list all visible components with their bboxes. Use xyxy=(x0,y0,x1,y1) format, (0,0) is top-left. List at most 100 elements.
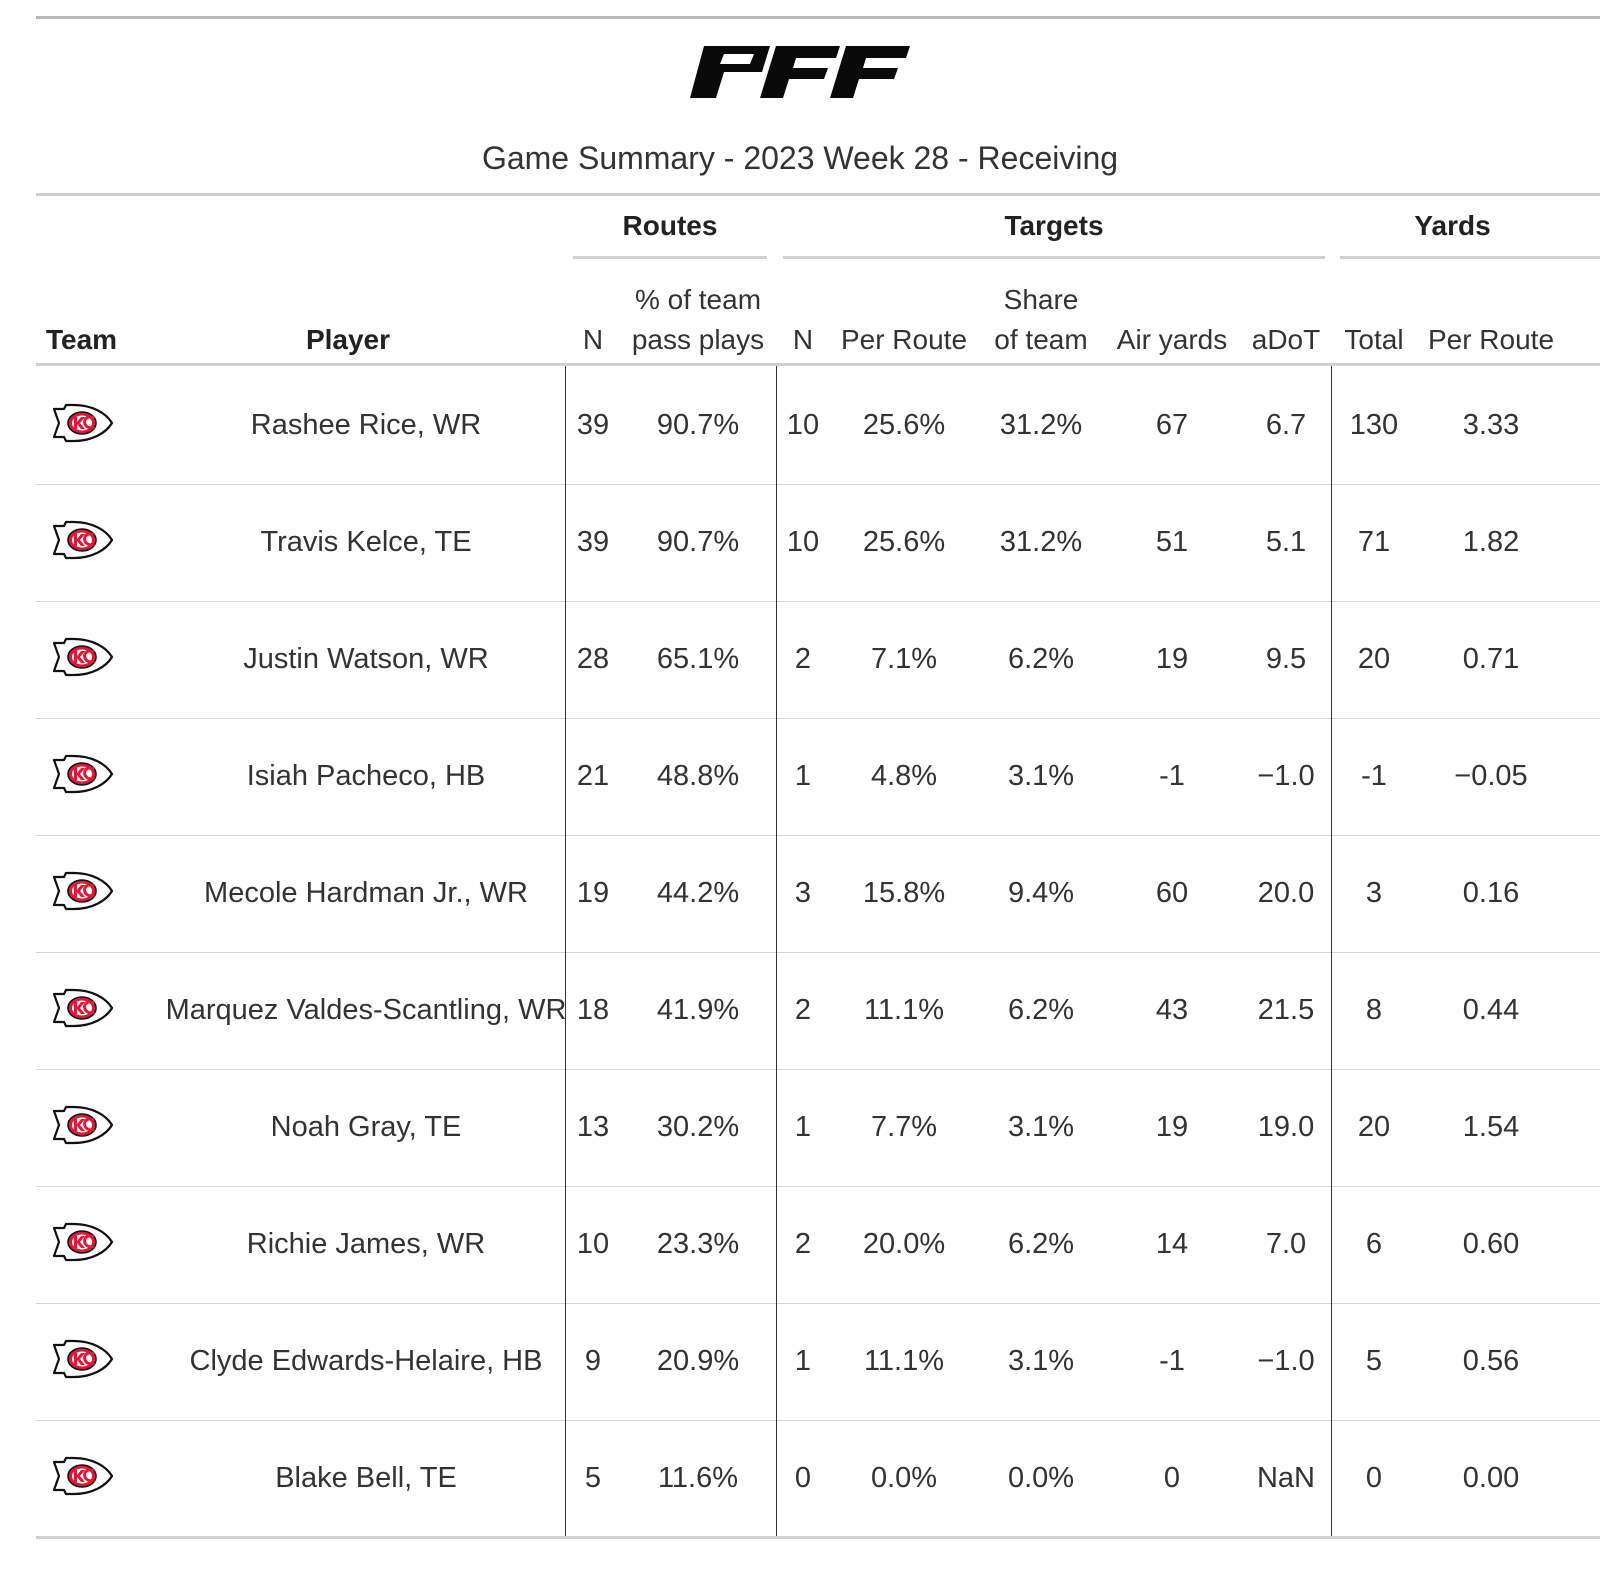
routes-n-cell: 5 xyxy=(584,1462,602,1494)
targets-per-route-cell: 4.8% xyxy=(870,760,938,792)
col-header-yards-per-route: Per Route xyxy=(1427,324,1555,355)
targets-n-cell: 2 xyxy=(794,1228,812,1260)
routes-pct-cell: 90.7% xyxy=(656,526,740,558)
targets-per-route-cell: 25.6% xyxy=(862,526,946,558)
group-targets-underline xyxy=(783,256,1325,259)
header-rule xyxy=(36,363,1600,366)
share-cell: 6.2% xyxy=(1007,643,1075,675)
player-cell: Noah Gray, TE xyxy=(270,1111,462,1143)
adot-cell: −1.0 xyxy=(1257,760,1315,792)
yards-total-cell: 8 xyxy=(1365,994,1383,1026)
share-cell: 31.2% xyxy=(999,409,1083,441)
adot-cell: NaN xyxy=(1256,1462,1315,1494)
chiefs-arrowhead-icon xyxy=(50,718,116,835)
chiefs-arrowhead-icon xyxy=(50,1186,116,1303)
table-row: Travis Kelce, TE 39 90.7% 10 25.6% 31.2% 51 5.1… xyxy=(36,484,1600,602)
yards-per-route-cell: 1.82 xyxy=(1462,526,1520,558)
separator-yards xyxy=(1331,366,1332,1538)
targets-per-route-cell: 0.0% xyxy=(870,1462,938,1494)
player-cell: Mecole Hardman Jr., WR xyxy=(204,877,528,909)
routes-pct-cell: 30.2% xyxy=(656,1111,740,1143)
targets-per-route-cell: 20.0% xyxy=(862,1228,946,1260)
targets-n-cell: 2 xyxy=(794,643,812,675)
targets-per-route-cell: 11.1% xyxy=(863,1345,945,1377)
targets-n-cell: 1 xyxy=(794,760,812,792)
chiefs-arrowhead-icon xyxy=(50,835,116,952)
pff-logo xyxy=(690,46,910,98)
targets-per-route-cell: 11.1% xyxy=(863,994,945,1026)
table-row: Mecole Hardman Jr., WR 19 44.2% 3 15.8% 9.4% 6… xyxy=(36,835,1600,953)
air-yards-cell: 0 xyxy=(1163,1462,1181,1494)
targets-per-route-cell: 25.6% xyxy=(862,409,946,441)
table-row: Noah Gray, TE 13 30.2% 1 7.7% 3.1% 19 19.0 20 1.5… xyxy=(36,1069,1600,1187)
share-cell: 9.4% xyxy=(1007,877,1075,909)
yards-total-cell: 20 xyxy=(1357,1111,1391,1143)
col-header-targets-n: N xyxy=(792,324,814,355)
group-yards: Yards xyxy=(1414,210,1491,241)
share-cell: 3.1% xyxy=(1007,1111,1075,1143)
group-yards-underline xyxy=(1340,256,1600,259)
yards-total-cell: 3 xyxy=(1365,877,1383,909)
yards-per-route-cell: 0.44 xyxy=(1462,994,1520,1026)
routes-pct-cell: 11.6% xyxy=(657,1462,739,1494)
separator-routes xyxy=(565,366,566,1538)
player-cell: Marquez Valdes-Scantling, WR xyxy=(165,994,567,1026)
col-header-targets-per-route: Per Route xyxy=(840,324,968,355)
yards-total-cell: 6 xyxy=(1365,1228,1383,1260)
page-title: Game Summary - 2023 Week 28 - Receiving xyxy=(481,140,1119,176)
bottom-rule xyxy=(36,1536,1600,1539)
routes-n-cell: 10 xyxy=(576,1228,610,1260)
player-cell: Rashee Rice, WR xyxy=(250,409,482,441)
yards-total-cell: 5 xyxy=(1365,1345,1383,1377)
title-rule xyxy=(36,193,1600,196)
yards-total-cell: 0 xyxy=(1365,1462,1383,1494)
top-rule xyxy=(36,16,1600,19)
routes-pct-cell: 20.9% xyxy=(656,1345,740,1377)
yards-per-route-cell: 0.60 xyxy=(1462,1228,1520,1260)
routes-pct-cell: 41.9% xyxy=(656,994,740,1026)
adot-cell: 5.1 xyxy=(1265,526,1307,558)
routes-pct-cell: 44.2% xyxy=(656,877,740,909)
adot-cell: 6.7 xyxy=(1265,409,1307,441)
air-yards-cell: 19 xyxy=(1155,1111,1189,1143)
air-yards-cell: 67 xyxy=(1155,409,1189,441)
chiefs-arrowhead-icon xyxy=(50,367,116,484)
routes-n-cell: 39 xyxy=(576,526,610,558)
table-row: Rashee Rice, WR 39 90.7% 10 25.6% 31.2% 67 6.7 1… xyxy=(36,367,1600,485)
chiefs-arrowhead-icon xyxy=(50,1420,116,1537)
routes-n-cell: 9 xyxy=(584,1345,602,1377)
adot-cell: 9.5 xyxy=(1265,643,1307,675)
table-row: Clyde Edwards-Helaire, HB 9 20.9% 1 11.1% 3.1… xyxy=(36,1303,1600,1421)
adot-cell: −1.0 xyxy=(1257,1345,1315,1377)
routes-pct-cell: 23.3% xyxy=(656,1228,740,1260)
col-header-routes-n: N xyxy=(582,324,604,355)
player-cell: Travis Kelce, TE xyxy=(260,526,472,558)
routes-n-cell: 13 xyxy=(576,1111,610,1143)
share-cell: 31.2% xyxy=(999,526,1083,558)
targets-per-route-cell: 7.1% xyxy=(870,643,938,675)
adot-cell: 7.0 xyxy=(1265,1228,1307,1260)
air-yards-cell: 60 xyxy=(1155,877,1189,909)
targets-n-cell: 3 xyxy=(794,877,812,909)
yards-total-cell: 71 xyxy=(1357,526,1391,558)
group-targets: Targets xyxy=(1004,210,1104,241)
yards-per-route-cell: 0.00 xyxy=(1462,1462,1520,1494)
player-cell: Justin Watson, WR xyxy=(243,643,489,675)
player-cell: Isiah Pacheco, HB xyxy=(246,760,486,792)
targets-per-route-cell: 7.7% xyxy=(870,1111,938,1143)
col-header-team: Team xyxy=(46,324,118,355)
routes-pct-cell: 65.1% xyxy=(656,643,740,675)
routes-n-cell: 19 xyxy=(576,877,610,909)
targets-n-cell: 1 xyxy=(794,1345,812,1377)
table-row: Justin Watson, WR 28 65.1% 2 7.1% 6.2% 19 9.5 20… xyxy=(36,601,1600,719)
air-yards-cell: 19 xyxy=(1155,643,1189,675)
yards-per-route-cell: 1.54 xyxy=(1462,1111,1520,1143)
adot-cell: 21.5 xyxy=(1257,994,1315,1026)
separator-targets xyxy=(776,366,777,1538)
chiefs-arrowhead-icon xyxy=(50,484,116,601)
air-yards-cell: -1 xyxy=(1159,760,1185,792)
table-row: Isiah Pacheco, HB 21 48.8% 1 4.8% 3.1% -1 −1.0 -… xyxy=(36,718,1600,836)
player-cell: Blake Bell, TE xyxy=(275,1462,457,1494)
routes-pct-cell: 48.8% xyxy=(656,760,740,792)
col-header-yards-total: Total xyxy=(1344,324,1404,355)
